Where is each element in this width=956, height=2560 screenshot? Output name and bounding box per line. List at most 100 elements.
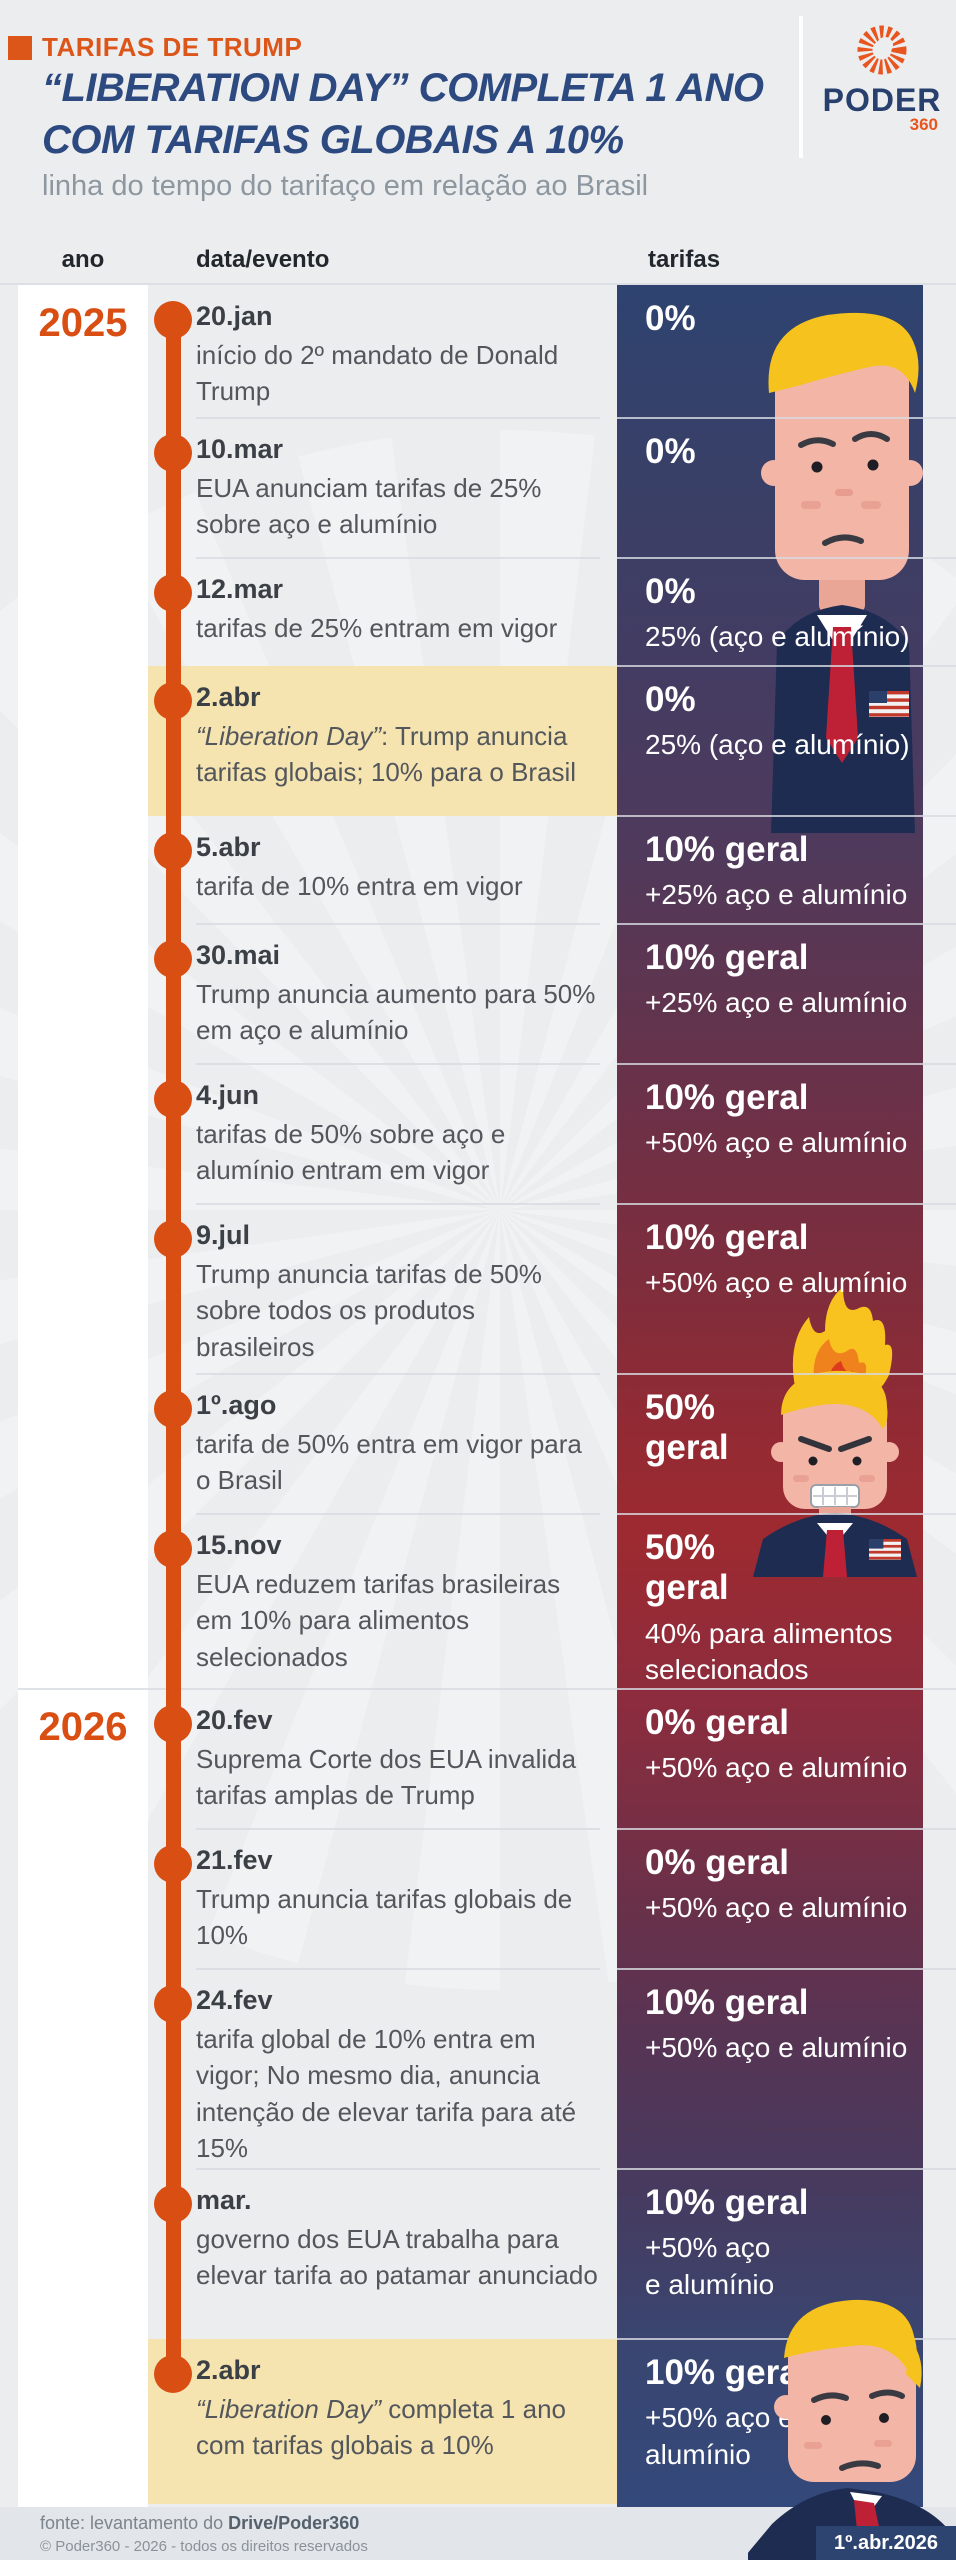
timeline-row: 21.fev Trump anuncia tarifas globais de 1… — [0, 1828, 956, 1969]
tariff-main: 0% — [645, 680, 696, 719]
tariff-cell: 10% geral +50% aço e alumínio — [645, 1078, 920, 1162]
date-badge: 1º.abr.2026 — [816, 2526, 956, 2560]
tariff-cell: 10% geral +25% aço e alumínio — [645, 830, 920, 914]
event-desc-segment: início do 2º mandato de Donald Trump — [196, 340, 559, 407]
tariff-sub: 40% para alimentos selecionados — [645, 1617, 893, 1685]
tariff-sub: +25% aço e alumínio — [645, 987, 908, 1019]
timeline-row: 12.mar tarifas de 25% entram em vigor 0% 25… — [0, 557, 956, 666]
event-desc-segment: “Liberation Day” — [196, 2394, 381, 2424]
event-desc: tarifas de 50% sobre aço e alumínio entr… — [196, 1116, 600, 1189]
tariff-cell: 0% geral +50% aço e alumínio — [645, 1843, 920, 1927]
event-date: 2.abr — [196, 682, 261, 712]
tariff-cell: 0% geral +50% aço e alumínio — [645, 1703, 920, 1787]
timeline-row: mar. governo dos EUA trabalha para elevar… — [0, 2168, 956, 2339]
tariff-main: 50% geral — [645, 1528, 729, 1608]
row-separator — [617, 2168, 956, 2170]
event-date: 4.jun — [196, 1080, 260, 1110]
event-desc: início do 2º mandato de Donald Trump — [196, 337, 600, 410]
event-cell: 15.nov EUA reduzem tarifas brasileiras em… — [196, 1530, 600, 1675]
event-date: 20.jan — [196, 301, 273, 331]
event-cell: 21.fev Trump anuncia tarifas globais de 1… — [196, 1845, 600, 1954]
row-separator — [617, 1203, 956, 1205]
tariff-sub: 25% (aço e alumínio) — [645, 729, 910, 761]
event-desc: Trump anuncia tarifas de 50% sobre todos… — [196, 1256, 600, 1365]
row-separator — [196, 1513, 600, 1515]
logo-brand-text: PODER — [822, 82, 942, 118]
title-line2: COM TARIFAS GLOBAIS A 10% — [42, 118, 624, 162]
event-cell: mar. governo dos EUA trabalha para elevar… — [196, 2185, 600, 2294]
event-desc: “Liberation Day” completa 1 ano com tari… — [196, 2391, 600, 2464]
row-separator — [617, 815, 956, 817]
row-separator — [617, 1513, 956, 1515]
column-header-tarifas: tarifas — [648, 246, 721, 273]
tariff-main: 10% geral — [645, 2183, 809, 2222]
event-cell: 20.fev Suprema Corte dos EUA invalida tar… — [196, 1705, 600, 1814]
event-desc-segment: EUA reduzem tarifas brasileiras em 10% p… — [196, 1569, 561, 1672]
timeline-row: 2026 20.fev Suprema Corte dos EUA invalida… — [0, 1688, 956, 1829]
tariff-sub: +50% aço e alumínio — [645, 1127, 908, 1159]
timeline-row: 2.abr “Liberation Day” completa 1 ano com… — [0, 2338, 956, 2504]
timeline-row: 1º.ago tarifa de 50% entra em vigor para … — [0, 1373, 956, 1514]
event-cell: 2.abr “Liberation Day”: Trump anuncia tar… — [196, 682, 600, 791]
event-cell: 5.abr tarifa de 10% entra em vigor — [196, 832, 600, 904]
tariff-main: 10% geral — [645, 1983, 809, 2022]
poder360-logo: PODER 360 — [820, 22, 944, 135]
event-date: 20.fev — [196, 1705, 273, 1735]
event-cell: 12.mar tarifas de 25% entram em vigor — [196, 574, 600, 646]
row-separator — [617, 665, 956, 667]
source-bold: Drive/Poder360 — [228, 2513, 360, 2533]
row-separator — [196, 417, 600, 419]
event-date: 2.abr — [196, 2355, 261, 2385]
event-desc-segment: EUA anunciam tarifas de 25% sobre aço e … — [196, 473, 542, 540]
event-desc-segment: Suprema Corte dos EUA invalida tarifas a… — [196, 1744, 577, 1811]
tariff-main: 10% geral — [645, 1218, 809, 1257]
event-desc: EUA reduzem tarifas brasileiras em 10% p… — [196, 1566, 600, 1675]
event-desc: governo dos EUA trabalha para elevar tar… — [196, 2221, 600, 2294]
event-desc-segment: governo dos EUA trabalha para elevar tar… — [196, 2224, 598, 2291]
event-date: 1º.ago — [196, 1390, 277, 1420]
timeline-row: 30.mai Trump anuncia aumento para 50% em … — [0, 923, 956, 1064]
event-desc: tarifas de 25% entram em vigor — [196, 610, 600, 646]
event-desc-segment: completa 1 ano com tarifas globais a 10% — [196, 2394, 566, 2461]
column-header-ano: ano — [61, 246, 105, 273]
tariff-cell: 0% — [645, 299, 920, 339]
row-separator — [617, 1968, 956, 1970]
source-line: fonte: levantamento do Drive/Poder360 — [40, 2513, 359, 2534]
row-separator — [617, 1828, 956, 1830]
event-cell: 30.mai Trump anuncia aumento para 50% em … — [196, 940, 600, 1049]
timeline-row: 2025 20.jan início do 2º mandato de Donald… — [0, 285, 956, 418]
tariff-main: 0% — [645, 299, 696, 338]
source-prefix: fonte: levantamento do — [40, 2513, 229, 2533]
title-line1: “LIBERATION DAY” COMPLETA 1 ANO — [42, 66, 764, 110]
event-desc: tarifa global de 10% entra em vigor; No … — [196, 2021, 600, 2167]
row-separator — [196, 1373, 600, 1375]
tariff-sub: 25% (aço e alumínio) — [645, 621, 910, 653]
event-date: 10.mar — [196, 434, 284, 464]
tariff-main: 10% geral — [645, 2353, 809, 2392]
row-separator — [196, 2168, 600, 2170]
event-date: 15.nov — [196, 1530, 282, 1560]
event-desc-segment: Trump anuncia tarifas de 50% sobre todos… — [196, 1259, 542, 1362]
event-date: 5.abr — [196, 832, 261, 862]
row-separator — [617, 2338, 956, 2340]
event-cell: 4.jun tarifas de 50% sobre aço e alumínio… — [196, 1080, 600, 1189]
event-desc-segment: tarifas de 25% entram em vigor — [196, 613, 558, 643]
event-cell: 2.abr “Liberation Day” completa 1 ano com… — [196, 2355, 600, 2464]
tariff-cell: 50% geral — [645, 1388, 920, 1469]
row-separator — [196, 1063, 600, 1065]
tariff-sub: +50% aço e alumínio — [645, 1892, 908, 1924]
logo-divider — [799, 16, 803, 158]
tariff-cell: 0% 25% (aço e alumínio) — [645, 680, 920, 764]
event-desc: Trump anuncia tarifas globais de 10% — [196, 1881, 600, 1954]
copyright-line: © Poder360 - 2026 - todos os direitos re… — [40, 2538, 368, 2555]
tariff-sub: +25% aço e alumínio — [645, 879, 908, 911]
tariff-main: 0% geral — [645, 1703, 789, 1742]
timeline-row: 2.abr “Liberation Day”: Trump anuncia tar… — [0, 665, 956, 816]
event-desc: EUA anunciam tarifas de 25% sobre aço e … — [196, 470, 600, 543]
tariff-sub: +50% aço e alumínio — [645, 2032, 908, 2064]
row-separator — [196, 1968, 600, 1970]
row-separator — [196, 1828, 600, 1830]
event-cell: 1º.ago tarifa de 50% entra em vigor para … — [196, 1390, 600, 1499]
event-desc: Suprema Corte dos EUA invalida tarifas a… — [196, 1741, 600, 1814]
tariff-main: 10% geral — [645, 1078, 809, 1117]
